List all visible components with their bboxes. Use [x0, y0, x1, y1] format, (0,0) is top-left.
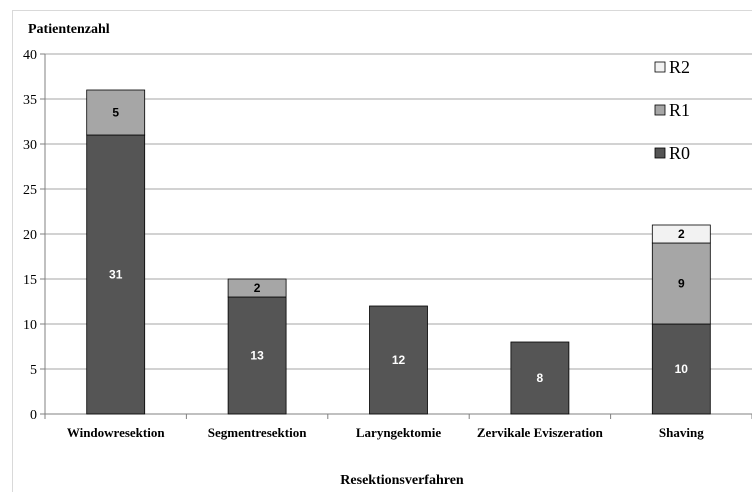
y-tick-label: 30: [23, 138, 37, 153]
legend-swatch-r2: [654, 61, 666, 73]
chart-border: [12, 10, 752, 492]
data-label: 5: [112, 106, 119, 120]
legend-swatch-r1: [654, 104, 666, 116]
data-label: 12: [392, 353, 406, 367]
data-label: 31: [109, 268, 123, 282]
x-tick-label: Segmentresektion: [208, 425, 307, 440]
grid-lines: [45, 53, 752, 370]
bar-segment-r0: [510, 341, 570, 415]
y-tick-label: 40: [23, 48, 37, 63]
legend-swatch-r0: [654, 147, 666, 159]
data-label: 9: [678, 277, 685, 291]
data-label: 2: [254, 281, 261, 295]
data-label: 8: [537, 371, 544, 385]
legend-label-r0: R0: [669, 143, 690, 163]
legend-label-r2: R2: [669, 57, 690, 77]
bar-segment-r0: [651, 323, 711, 415]
x-tick-label: Laryngektomie: [356, 425, 441, 440]
bar-segment-r1: [86, 89, 146, 136]
x-tick-label: Windowresektion: [67, 425, 166, 440]
y-tick-label: 20: [23, 228, 37, 243]
data-label: 2: [678, 227, 685, 241]
y-tick-label: 25: [23, 183, 37, 198]
bar-segment-r0: [227, 296, 287, 415]
y-tick-label: 5: [30, 363, 37, 378]
x-axis-title: Resektionsverfahren: [340, 473, 464, 488]
y-axis-title: Patientenzahl: [28, 22, 110, 37]
y-tick-label: 15: [23, 273, 37, 288]
bar-segment-r2: [651, 224, 711, 244]
y-tick-label: 10: [23, 318, 37, 333]
y-tick-label: 35: [23, 93, 37, 108]
data-label: 10: [675, 362, 689, 376]
bar-segment-r0: [369, 305, 428, 415]
x-tick-label: Zervikale Eviszeration: [477, 425, 604, 440]
y-tick-label: 0: [30, 408, 37, 423]
data-labels: 31 5 13 2 12 8 10 9 2: [109, 106, 688, 386]
legend-label-r1: R1: [669, 100, 690, 120]
bar-segment-r1: [651, 242, 711, 325]
bar-segment-r1: [227, 278, 287, 298]
x-tick-label: Shaving: [659, 425, 704, 440]
bars: [86, 89, 711, 415]
data-label: 13: [250, 349, 264, 363]
legend: R2 R1 R0: [654, 57, 690, 163]
bar-segment-r0: [86, 134, 146, 415]
